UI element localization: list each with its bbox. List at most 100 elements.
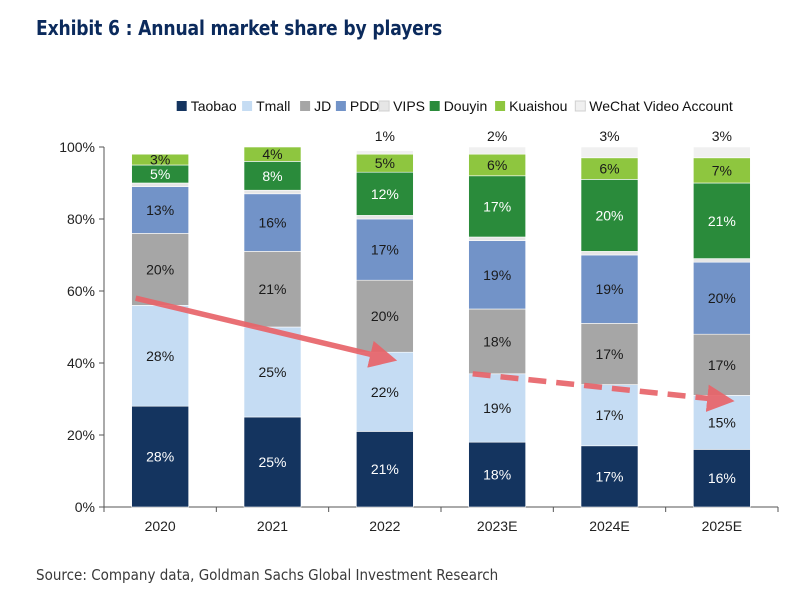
data-labels: 28%28%20%13%5%3%25%25%21%16%8%4%21%22%20… — [146, 128, 736, 486]
bar-segment-vips — [693, 258, 751, 263]
bar-segment-jd — [243, 251, 302, 328]
bar-segment-douyin — [468, 175, 526, 238]
data-label: 20% — [146, 261, 174, 277]
y-tick-label: 100% — [59, 139, 95, 155]
axes: 0% 20% 40% 60% 80% 100% 2020 2021 2022 2023E 2024E… — [59, 139, 779, 534]
bar-segment-taobao — [131, 405, 189, 508]
data-label: 3% — [150, 152, 170, 168]
bar-segment-jd — [580, 323, 639, 385]
data-label: 13% — [146, 202, 174, 218]
trend-arrow-solid — [135, 295, 398, 368]
y-tick-label: 0% — [75, 499, 95, 515]
bar-segment-vips — [243, 189, 302, 195]
bar-segment-vips — [468, 236, 526, 241]
data-label: 25% — [258, 364, 286, 380]
bar-segment-vips — [131, 182, 189, 187]
data-label: 6% — [599, 161, 619, 177]
legend-label: Kuaishou — [509, 98, 567, 114]
data-label: 15% — [708, 414, 736, 430]
trend-arrow-dashed — [472, 371, 735, 412]
legend-label: Taobao — [191, 98, 237, 114]
data-label: 8% — [262, 168, 282, 184]
legend-swatch — [429, 101, 440, 111]
trend-arrows — [135, 295, 735, 412]
data-label: 3% — [712, 128, 732, 144]
bar-segment-vips — [580, 251, 639, 256]
data-label: 20% — [371, 308, 399, 324]
bar-segment-douyin — [693, 182, 751, 259]
bar-segment-douyin — [356, 171, 414, 216]
x-tick-label: 2020 — [145, 518, 176, 534]
legend-swatch — [242, 101, 253, 111]
data-label: 19% — [483, 267, 511, 283]
data-label: 19% — [595, 281, 623, 297]
bar-segment-douyin — [580, 179, 639, 252]
data-label: 21% — [708, 213, 736, 229]
bar-segment-taobao — [693, 449, 751, 508]
data-label: 4% — [262, 146, 282, 162]
bar-segment-kuaishou — [243, 146, 302, 162]
data-label: 5% — [375, 155, 395, 171]
x-tick-label: 2021 — [257, 518, 288, 534]
legend-label: VIPS — [393, 98, 425, 114]
bar-segment-jd — [356, 279, 414, 353]
x-tick-label: 2023E — [477, 518, 517, 534]
data-label: 18% — [483, 333, 511, 349]
data-label: 17% — [708, 357, 736, 373]
data-label: 19% — [483, 400, 511, 416]
data-label: 21% — [371, 461, 399, 477]
data-label: 28% — [146, 348, 174, 364]
bar-segment-tmall — [468, 373, 526, 443]
legend-label: JD — [314, 98, 331, 114]
bar-segment-pdd — [468, 240, 526, 310]
data-label: 21% — [258, 281, 286, 297]
y-tick-label: 60% — [67, 283, 95, 299]
data-label: 28% — [146, 449, 174, 465]
data-label: 17% — [595, 468, 623, 484]
data-label: 16% — [258, 215, 286, 231]
data-label: 17% — [595, 407, 623, 423]
x-tick-label: 2025E — [702, 518, 742, 534]
legend-swatch — [378, 100, 390, 112]
bar-segment-pdd — [580, 254, 639, 324]
legend-swatch — [176, 101, 187, 111]
data-label: 22% — [371, 384, 399, 400]
bar-segment-jd — [468, 308, 526, 375]
legend-swatch — [300, 101, 311, 111]
chart-title: Exhibit 6 : Annual market share by playe… — [36, 16, 443, 40]
bar-segment-tmall — [131, 305, 189, 407]
x-tick-label: 2024E — [589, 518, 629, 534]
legend: Taobao Tmall JD PDD VIPS Douyin Kuaishou WeChat… — [176, 98, 733, 114]
legend-swatch — [495, 101, 506, 111]
legend-swatch — [335, 101, 346, 111]
bar-segment-taobao — [356, 431, 414, 508]
data-label: 18% — [483, 467, 511, 483]
data-label: 7% — [712, 162, 732, 178]
legend-label: WeChat Video Account — [589, 98, 733, 114]
legend-label: Douyin — [444, 98, 488, 114]
data-label: 3% — [599, 128, 619, 144]
data-label: 5% — [150, 166, 170, 182]
legend-label: PDD — [350, 98, 380, 114]
data-label: 17% — [595, 346, 623, 362]
data-label: 17% — [371, 242, 399, 258]
data-label: 1% — [375, 128, 395, 144]
bars — [131, 146, 751, 508]
x-tick-label: 2022 — [369, 518, 400, 534]
bar-segment-vips — [356, 215, 414, 220]
y-tick-label: 40% — [67, 355, 95, 371]
bar-segment-taobao — [468, 441, 526, 508]
data-label: 2% — [487, 128, 507, 144]
data-label: 20% — [595, 207, 623, 223]
bar-segment-wechat-video-account — [356, 150, 414, 155]
data-label: 25% — [258, 454, 286, 470]
y-tick-label: 20% — [67, 427, 95, 443]
data-label: 17% — [483, 198, 511, 214]
bar-segment-wechat-video-account — [693, 146, 751, 159]
bar-segment-pdd — [131, 186, 189, 234]
data-label: 6% — [487, 157, 507, 173]
data-label: 16% — [708, 470, 736, 486]
legend-swatch — [574, 100, 586, 112]
y-tick-label: 80% — [67, 211, 95, 227]
